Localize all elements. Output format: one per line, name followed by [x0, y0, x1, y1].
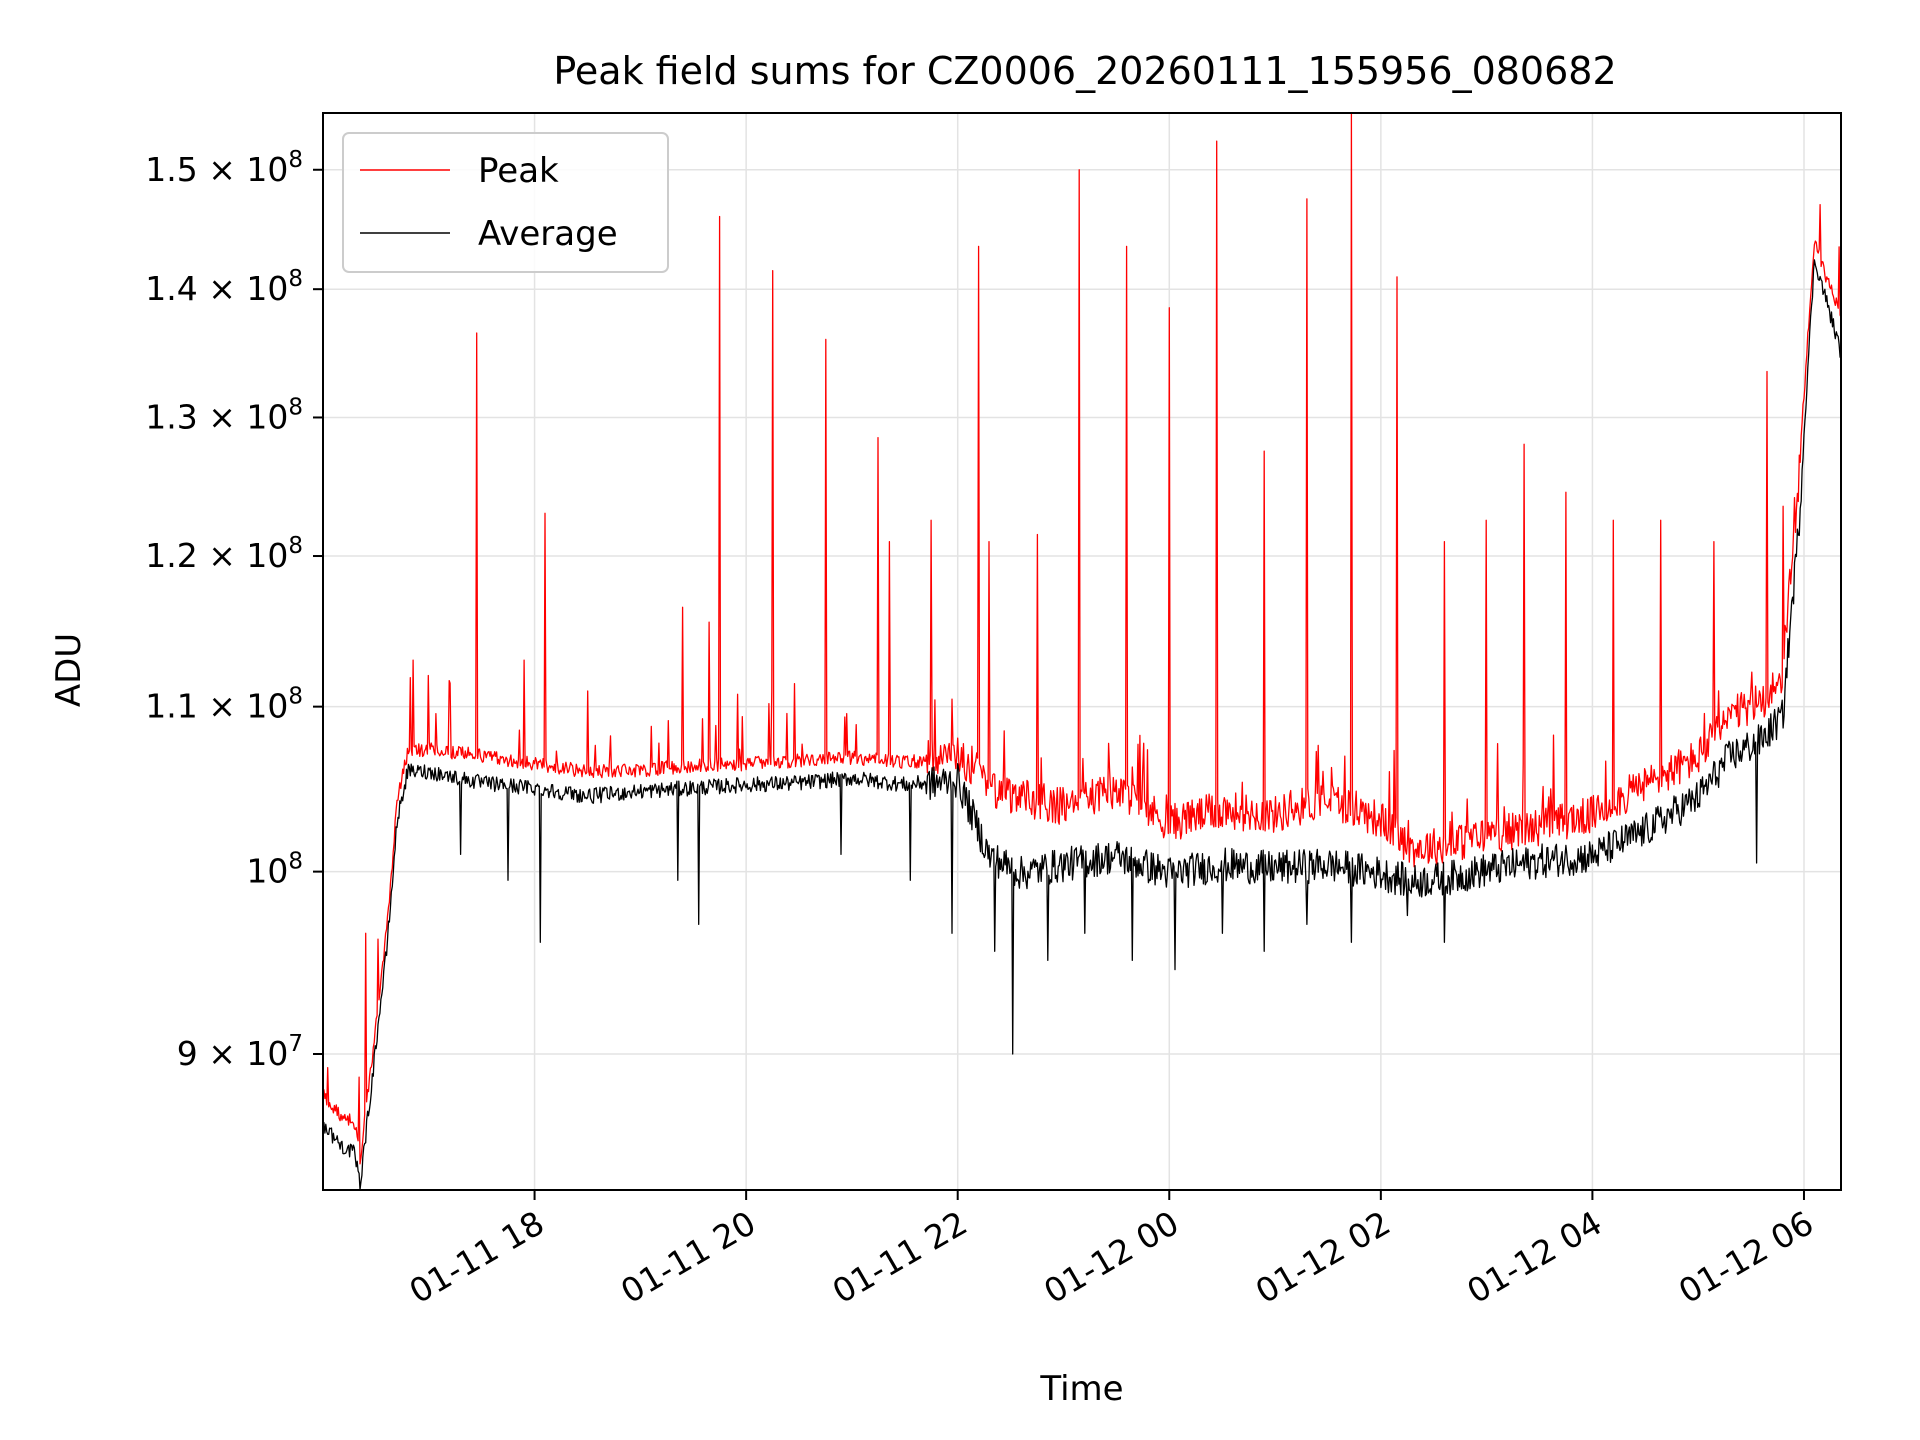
y-tick-base: 10	[246, 687, 288, 726]
peak-series-line	[323, 113, 1841, 1165]
average-series-line	[323, 259, 1841, 1190]
y-tick-mantissa: 1.4	[145, 269, 208, 308]
legend-box	[342, 132, 669, 273]
y-tick-label: 1.1 × 108	[145, 684, 303, 726]
y-tick-label: 1.2 × 108	[145, 533, 303, 575]
y-tick-times: ×	[208, 687, 246, 726]
y-tick-exponent: 8	[288, 533, 303, 559]
y-tick-mantissa: 1.3	[145, 397, 208, 436]
legend-label-average: Average	[478, 214, 618, 254]
y-tick-exponent: 8	[288, 394, 303, 420]
chart-title: Peak field sums for CZ0006_20260111_1559…	[553, 49, 1616, 93]
y-tick-mantissa: 1.5	[145, 150, 208, 189]
y-tick-base: 10	[246, 397, 288, 436]
y-tick-base: 10	[246, 1034, 288, 1073]
y-tick-base: 10	[246, 852, 288, 891]
y-tick-times: ×	[208, 397, 246, 436]
x-axis-label: Time	[1039, 1369, 1123, 1409]
legend-label-peak: Peak	[478, 151, 559, 191]
y-tick-exponent: 8	[288, 849, 303, 875]
y-tick-times: ×	[208, 1034, 246, 1073]
y-tick-exponent: 8	[288, 266, 303, 292]
y-axis-label: ADU	[49, 633, 89, 707]
plot-frame	[322, 112, 1842, 1191]
y-tick-label: 108	[246, 849, 303, 891]
y-tick-mantissa: 9	[177, 1034, 209, 1073]
grid	[323, 113, 1841, 1190]
y-tick-label: 9 × 107	[177, 1031, 303, 1073]
y-tick-times: ×	[208, 150, 246, 189]
y-tick-exponent: 8	[288, 684, 303, 710]
y-tick-label: 1.5 × 108	[145, 147, 303, 189]
y-tick-mantissa: 1.2	[145, 536, 208, 575]
y-tick-base: 10	[246, 150, 288, 189]
legend: Peak Average	[342, 132, 669, 273]
y-tick-mantissa: 1.1	[145, 687, 208, 726]
y-tick-times: ×	[208, 269, 246, 308]
y-tick-exponent: 8	[288, 147, 303, 173]
y-tick-label: 1.3 × 108	[145, 394, 303, 436]
y-tick-base: 10	[246, 536, 288, 575]
y-tick-label: 1.4 × 108	[145, 266, 303, 308]
y-tick-exponent: 7	[288, 1031, 303, 1057]
y-tick-base: 10	[246, 269, 288, 308]
y-tick-times: ×	[208, 536, 246, 575]
